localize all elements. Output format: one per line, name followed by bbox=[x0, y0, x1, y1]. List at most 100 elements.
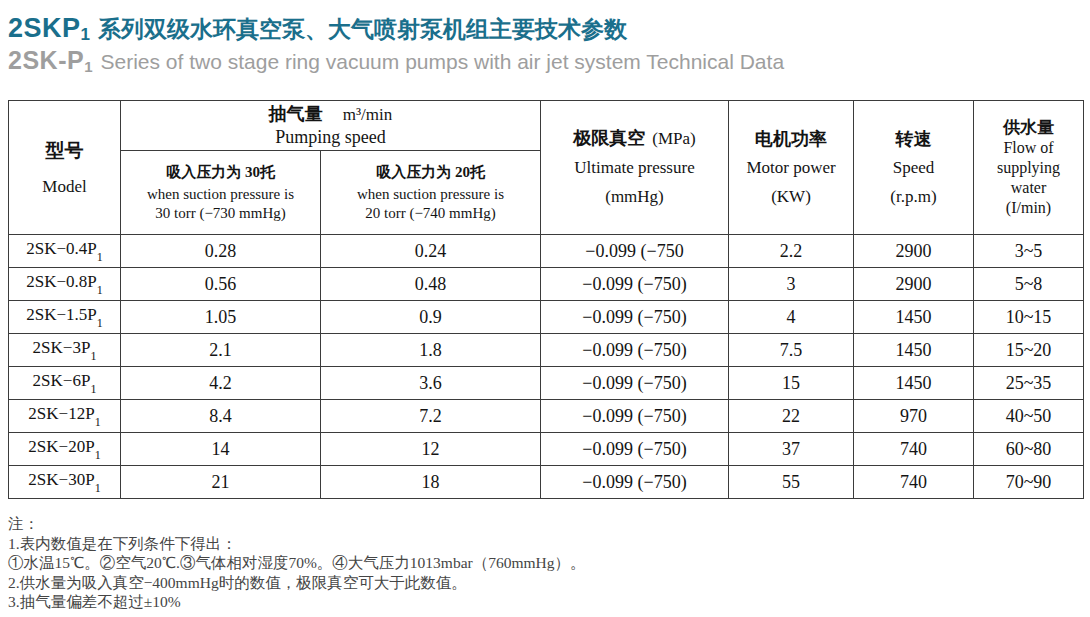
subtitle-subscript: 1 bbox=[84, 58, 92, 75]
model-header-en: Model bbox=[9, 177, 120, 197]
page-subtitle: 2SK-P1Series of two stage ring vacuum pu… bbox=[8, 47, 1082, 77]
pumping-speed-20torr-cell: 3.6 bbox=[321, 367, 541, 400]
table-row: 2SK−0.8P1 0.56 0.48 −0.099 (−750) 3 2900… bbox=[9, 268, 1084, 301]
speed-cell: 740 bbox=[854, 433, 974, 466]
pumping-speed-30torr-cell: 8.4 bbox=[121, 400, 321, 433]
model-cell: 2SK−30P1 bbox=[9, 466, 121, 499]
water-flow-cell: 60~80 bbox=[974, 433, 1084, 466]
suction-30torr-zh: 吸入压力为 30托 bbox=[121, 163, 320, 182]
col-header-pumping-speed: 抽气量m³/min Pumping speed bbox=[121, 101, 541, 151]
note-line-4: 3.抽气量偏差不超过±10% bbox=[8, 592, 1082, 612]
speed-cell: 1450 bbox=[854, 367, 974, 400]
col-header-suction-30torr: 吸入压力为 30托 when suction pressure is 30 to… bbox=[121, 151, 321, 235]
pumping-speed-20torr-cell: 0.24 bbox=[321, 235, 541, 268]
technical-data-table: 型号 Model 抽气量m³/min Pumping speed 极限真空(MP… bbox=[8, 100, 1084, 499]
pumping-speed-20torr-cell: 0.9 bbox=[321, 301, 541, 334]
col-header-suction-20torr: 吸入压力为 20托 when suction pressure is 20 to… bbox=[321, 151, 541, 235]
motor-header-unit: (KW) bbox=[729, 187, 853, 207]
pumping-speed-30torr-cell: 0.56 bbox=[121, 268, 321, 301]
speed-cell: 2900 bbox=[854, 235, 974, 268]
speed-header-unit: (r.p.m) bbox=[854, 187, 973, 207]
ultimate-header-unit2: (mmHg) bbox=[541, 187, 728, 207]
water-flow-cell: 15~20 bbox=[974, 334, 1084, 367]
subtitle-english-text: Series of two stage ring vacuum pumps wi… bbox=[100, 50, 784, 73]
model-cell: 2SK−3P1 bbox=[9, 334, 121, 367]
col-header-model: 型号 Model bbox=[9, 101, 121, 235]
ultimate-pressure-cell: −0.099 (−750) bbox=[541, 301, 729, 334]
title-subscript: 1 bbox=[81, 25, 90, 44]
page: 2SKP1 系列双级水环真空泵、大气喷射泵机组主要技术参数 2SK-P1Serie… bbox=[0, 0, 1090, 612]
speed-cell: 2900 bbox=[854, 268, 974, 301]
speed-cell: 740 bbox=[854, 466, 974, 499]
table-row: 2SK−12P1 8.4 7.2 −0.099 (−750) 22 970 40… bbox=[9, 400, 1084, 433]
pumping-speed-20torr-cell: 12 bbox=[321, 433, 541, 466]
ultimate-pressure-cell: −0.099 (−750) bbox=[541, 433, 729, 466]
suction-30torr-en2: 30 torr (−730 mmHg) bbox=[121, 204, 320, 223]
model-cell: 2SK−0.4P1 bbox=[9, 235, 121, 268]
speed-header-en: Speed bbox=[854, 158, 973, 178]
ultimate-pressure-cell: −0.099 (−750) bbox=[541, 466, 729, 499]
pumping-speed-30torr-cell: 4.2 bbox=[121, 367, 321, 400]
table-row: 2SK−20P1 14 12 −0.099 (−750) 37 740 60~8… bbox=[9, 433, 1084, 466]
speed-header-zh: 转速 bbox=[854, 129, 973, 149]
suction-20torr-en2: 20 torr (−740 mmHg) bbox=[321, 204, 540, 223]
table-header: 型号 Model 抽气量m³/min Pumping speed 极限真空(MP… bbox=[9, 101, 1084, 235]
motor-power-cell: 4 bbox=[729, 301, 854, 334]
title-chinese-text: 系列双级水环真空泵、大气喷射泵机组主要技术参数 bbox=[98, 16, 627, 42]
col-header-speed: 转速 Speed (r.p.m) bbox=[854, 101, 974, 235]
motor-power-cell: 15 bbox=[729, 367, 854, 400]
table-row: 2SK−6P1 4.2 3.6 −0.099 (−750) 15 1450 25… bbox=[9, 367, 1084, 400]
model-cell: 2SK−6P1 bbox=[9, 367, 121, 400]
notes-section: 注： 1.表内数值是在下列条件下得出： ①水温15℃。②空气20℃.③气体相对湿… bbox=[8, 514, 1082, 612]
speed-cell: 1450 bbox=[854, 334, 974, 367]
ultimate-pressure-cell: −0.099 (−750) bbox=[541, 400, 729, 433]
model-header-zh: 型号 bbox=[9, 138, 120, 164]
pumping-speed-20torr-cell: 7.2 bbox=[321, 400, 541, 433]
model-cell: 2SK−1.5P1 bbox=[9, 301, 121, 334]
table-row: 2SK−0.4P1 0.28 0.24 −0.099 (−750 2.2 290… bbox=[9, 235, 1084, 268]
motor-power-cell: 3 bbox=[729, 268, 854, 301]
water-flow-cell: 25~35 bbox=[974, 367, 1084, 400]
water-header-en2: supplying bbox=[974, 158, 1083, 178]
table-body: 2SK−0.4P1 0.28 0.24 −0.099 (−750 2.2 290… bbox=[9, 235, 1084, 499]
ultimate-pressure-cell: −0.099 (−750) bbox=[541, 268, 729, 301]
pumping-header-zh: 抽气量 bbox=[269, 104, 323, 124]
water-flow-cell: 40~50 bbox=[974, 400, 1084, 433]
ultimate-pressure-cell: −0.099 (−750 bbox=[541, 235, 729, 268]
ultimate-header-en: Ultimate pressure bbox=[541, 158, 728, 178]
title-model-code: 2SKP bbox=[8, 13, 81, 43]
speed-cell: 970 bbox=[854, 400, 974, 433]
pumping-speed-20torr-cell: 18 bbox=[321, 466, 541, 499]
pumping-speed-30torr-cell: 14 bbox=[121, 433, 321, 466]
water-header-en1: Flow of bbox=[974, 138, 1083, 158]
col-header-motor-power: 电机功率 Motor power (KW) bbox=[729, 101, 854, 235]
table-row: 2SK−30P1 21 18 −0.099 (−750) 55 740 70~9… bbox=[9, 466, 1084, 499]
note-line-3: 2.供水量为吸入真空−400mmHg时的数值，极限真空可大于此数值。 bbox=[8, 573, 1082, 593]
pumping-speed-20torr-cell: 0.48 bbox=[321, 268, 541, 301]
water-header-zh: 供水量 bbox=[974, 118, 1083, 138]
table-row: 2SK−3P1 2.1 1.8 −0.099 (−750) 7.5 1450 1… bbox=[9, 334, 1084, 367]
note-line-1: 1.表内数值是在下列条件下得出： bbox=[8, 534, 1082, 554]
suction-30torr-en1: when suction pressure is bbox=[121, 185, 320, 204]
suction-20torr-en1: when suction pressure is bbox=[321, 185, 540, 204]
water-flow-cell: 10~15 bbox=[974, 301, 1084, 334]
water-flow-cell: 70~90 bbox=[974, 466, 1084, 499]
model-cell: 2SK−0.8P1 bbox=[9, 268, 121, 301]
ultimate-pressure-cell: −0.099 (−750) bbox=[541, 367, 729, 400]
motor-power-cell: 2.2 bbox=[729, 235, 854, 268]
pumping-speed-30torr-cell: 1.05 bbox=[121, 301, 321, 334]
water-header-unit: (I/min) bbox=[974, 198, 1083, 218]
motor-header-zh: 电机功率 bbox=[729, 129, 853, 149]
motor-power-cell: 55 bbox=[729, 466, 854, 499]
motor-power-cell: 7.5 bbox=[729, 334, 854, 367]
notes-label: 注： bbox=[8, 514, 1082, 534]
pumping-speed-20torr-cell: 1.8 bbox=[321, 334, 541, 367]
water-flow-cell: 3~5 bbox=[974, 235, 1084, 268]
pumping-header-en: Pumping speed bbox=[121, 126, 540, 149]
model-cell: 2SK−12P1 bbox=[9, 400, 121, 433]
speed-cell: 1450 bbox=[854, 301, 974, 334]
water-flow-cell: 5~8 bbox=[974, 268, 1084, 301]
ultimate-header-zh: 极限真空 bbox=[573, 128, 645, 148]
table-row: 2SK−1.5P1 1.05 0.9 −0.099 (−750) 4 1450 … bbox=[9, 301, 1084, 334]
col-header-water-flow: 供水量 Flow of supplying water (I/min) bbox=[974, 101, 1084, 235]
